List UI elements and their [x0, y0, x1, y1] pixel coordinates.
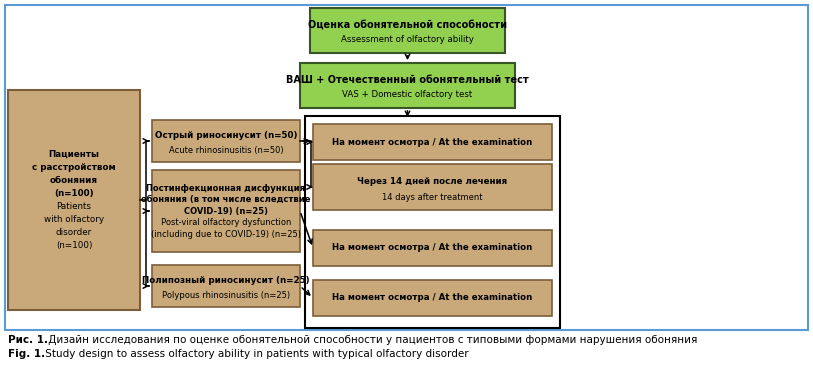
- Text: Polypous rhinosinusitis (n=25): Polypous rhinosinusitis (n=25): [162, 291, 290, 300]
- Text: (n=100): (n=100): [54, 189, 93, 198]
- FancyBboxPatch shape: [152, 170, 300, 252]
- Text: Полипозный риносинусит (n=25): Полипозный риносинусит (n=25): [142, 276, 310, 285]
- Text: Fig. 1.: Fig. 1.: [8, 349, 46, 359]
- Text: Patients: Patients: [56, 202, 92, 211]
- FancyBboxPatch shape: [310, 8, 505, 53]
- FancyBboxPatch shape: [5, 5, 808, 330]
- Text: На момент осмотра / At the examination: На момент осмотра / At the examination: [333, 138, 533, 147]
- Text: VAS + Domestic olfactory test: VAS + Domestic olfactory test: [342, 90, 472, 99]
- Text: Постинфекционная дисфункция: Постинфекционная дисфункция: [146, 184, 306, 193]
- FancyBboxPatch shape: [313, 164, 552, 210]
- Text: Assessment of olfactory ability: Assessment of olfactory ability: [341, 35, 474, 44]
- Text: disorder: disorder: [56, 228, 92, 237]
- Text: with olfactory: with olfactory: [44, 215, 104, 224]
- Text: Оценка обонятельной способности: Оценка обонятельной способности: [308, 20, 507, 30]
- Text: обоняния: обоняния: [50, 176, 98, 185]
- Text: обоняния (в том числе вследствие: обоняния (в том числе вследствие: [141, 195, 311, 204]
- Text: На момент осмотра / At the examination: На момент осмотра / At the examination: [333, 294, 533, 303]
- Text: Дизайн исследования по оценке обонятельной способности у пациентов с типовыми фо: Дизайн исследования по оценке обонятельн…: [45, 335, 698, 345]
- Text: ВАШ + Отечественный обонятельный тест: ВАШ + Отечественный обонятельный тест: [286, 75, 529, 85]
- FancyBboxPatch shape: [313, 230, 552, 266]
- FancyBboxPatch shape: [313, 124, 552, 160]
- FancyBboxPatch shape: [152, 120, 300, 162]
- Text: Acute rhinosinusitis (n=50): Acute rhinosinusitis (n=50): [168, 146, 283, 155]
- FancyBboxPatch shape: [305, 116, 560, 328]
- FancyBboxPatch shape: [313, 280, 552, 316]
- Text: Study design to assess olfactory ability in patients with typical olfactory diso: Study design to assess olfactory ability…: [42, 349, 468, 359]
- Text: COVID-19) (n=25): COVID-19) (n=25): [184, 206, 268, 215]
- Text: Рис. 1.: Рис. 1.: [8, 335, 48, 345]
- Text: Через 14 дней после лечения: Через 14 дней после лечения: [358, 177, 507, 186]
- Text: (n=100): (n=100): [56, 241, 92, 250]
- Text: На момент осмотра / At the examination: На момент осмотра / At the examination: [333, 243, 533, 252]
- Text: с расстройством: с расстройством: [33, 163, 116, 172]
- FancyBboxPatch shape: [152, 265, 300, 307]
- Text: Post-viral olfactory dysfunction: Post-viral olfactory dysfunction: [161, 218, 291, 227]
- Text: Острый риносинусит (n=50): Острый риносинусит (n=50): [154, 131, 298, 140]
- Text: 14 days after treatment: 14 days after treatment: [382, 193, 483, 202]
- Text: (including due to COVID-19) (n=25): (including due to COVID-19) (n=25): [151, 230, 301, 239]
- FancyBboxPatch shape: [300, 63, 515, 108]
- FancyBboxPatch shape: [8, 90, 140, 310]
- Text: Пациенты: Пациенты: [49, 150, 99, 159]
